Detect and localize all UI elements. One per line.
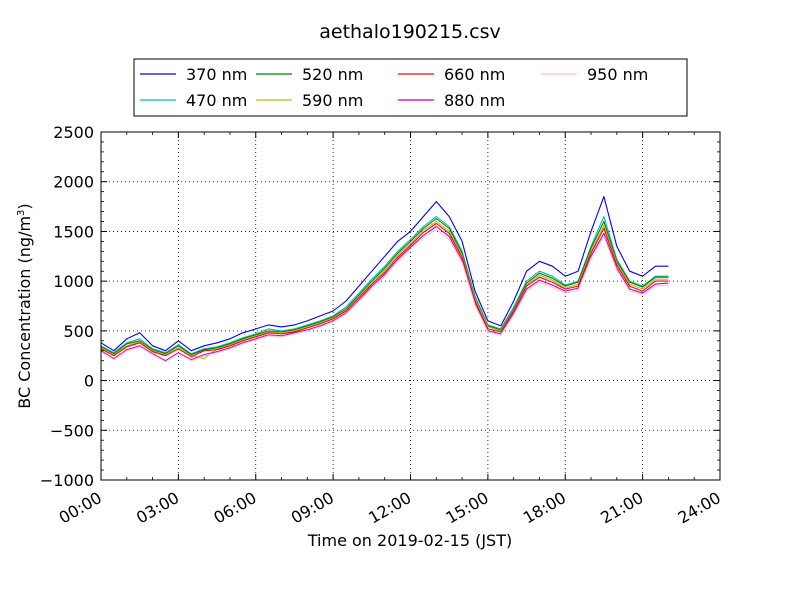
y-tick-label: 500 [63, 322, 94, 341]
chart-title: aethalo190215.csv [319, 21, 501, 43]
y-tick-label: 2000 [53, 173, 94, 192]
axis-ticks [100, 131, 721, 481]
y-axis-label-sup: 3 [16, 210, 27, 216]
series-line-470-nm [100, 215, 669, 355]
legend-label: 470 nm [186, 91, 247, 110]
y-axis-label-end: ) [15, 203, 34, 209]
series-line-950-nm [100, 228, 669, 363]
legend: 370 nm 520 nm 660 nm 950 nm 470 nm 590 nm 880 … [133, 58, 688, 117]
legend-label: 590 nm [302, 91, 363, 110]
series-line-590-nm [100, 220, 669, 360]
x-tick-label: 24:00 [675, 488, 724, 528]
series-line-660-nm [100, 222, 669, 358]
legend-label: 950 nm [587, 65, 648, 84]
y-tick-label: 1500 [53, 222, 94, 241]
legend-box [133, 58, 688, 117]
y-tick-label: 1000 [53, 272, 94, 291]
series-line-880-nm [100, 225, 669, 362]
x-tick-label: 06:00 [210, 488, 259, 528]
y-tick-label: 0 [84, 372, 94, 391]
x-tick-label: 09:00 [288, 488, 337, 528]
x-axis-label: Time on 2019-02-15 (JST) [307, 531, 512, 550]
x-tick-label: 00:00 [56, 488, 105, 528]
y-axis-label: BC Concentration (ng/m3) [15, 203, 34, 408]
y-tick-label: −1000 [40, 471, 94, 490]
legend-label: 660 nm [444, 65, 505, 84]
x-tick-label: 12:00 [365, 488, 414, 528]
grid-lines [101, 132, 720, 480]
y-tick-label: −500 [50, 421, 94, 440]
series-line-370-nm [100, 196, 669, 352]
legend-label: 880 nm [444, 91, 505, 110]
x-tick-label: 15:00 [442, 488, 491, 528]
x-tick-label: 21:00 [597, 488, 646, 528]
y-tick-labels: 2500 2000 1500 1000 500 0 −500 −1000 [40, 123, 94, 490]
y-axis-label-main: BC Concentration (ng/m [15, 216, 34, 409]
y-tick-label: 2500 [53, 123, 94, 142]
x-tick-label: 18:00 [520, 488, 569, 528]
x-tick-label: 03:00 [133, 488, 182, 528]
legend-label: 370 nm [186, 65, 247, 84]
plot-lines [100, 196, 669, 363]
legend-label: 520 nm [302, 65, 363, 84]
series-line-520-nm [100, 217, 669, 356]
x-tick-labels: 00:00 03:00 06:00 09:00 12:00 15:00 18:00 21:00… [56, 488, 724, 528]
